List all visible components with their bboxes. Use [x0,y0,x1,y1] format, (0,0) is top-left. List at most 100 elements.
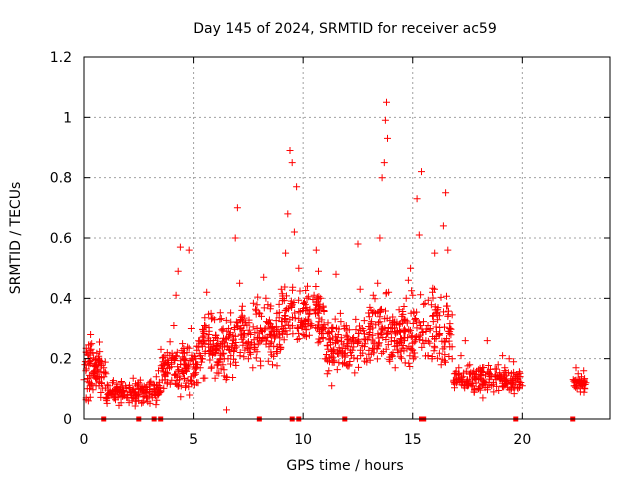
data-point [122,382,130,390]
data-point [148,391,156,399]
data-point [118,387,126,395]
data-point [244,345,252,353]
data-point [87,373,95,381]
data-point [323,370,331,378]
data-point [215,358,223,366]
data-point [89,386,97,394]
data-point [374,330,382,338]
data-point [207,364,215,372]
data-point [238,302,246,310]
data-point [290,228,298,236]
data-point [407,264,415,272]
x-tick-label: 15 [404,432,422,448]
data-point [429,312,436,320]
data-point [580,377,588,385]
data-point [382,345,390,353]
data-point [163,349,171,357]
data-point [105,389,113,397]
data-point [336,309,344,317]
data-point [486,370,493,378]
data-point [464,362,472,370]
data-point [440,308,447,316]
data-point [411,353,419,361]
data-point [303,294,311,302]
data-point [112,396,119,404]
data-point [100,364,108,372]
data-point [433,309,441,317]
data-point [257,362,265,370]
data-point [424,296,432,304]
data-point [375,334,383,342]
data-point [365,346,373,354]
data-point [320,307,328,314]
data-point [573,385,581,393]
data-point [275,300,283,308]
data-point [184,376,192,384]
data-point [168,355,176,363]
data-point [516,373,524,381]
data-point [177,393,185,401]
data-point [356,346,364,354]
data-point [343,340,351,348]
data-point [372,321,380,329]
data-point [323,342,331,350]
data-point [205,331,213,338]
data-point [499,383,507,391]
data-point [201,322,208,329]
data-point [87,345,95,353]
data-point [429,288,436,296]
data-point [406,363,414,370]
data-point [293,324,301,332]
data-point [335,359,343,367]
data-point [582,379,590,387]
data-point [444,246,452,254]
data-point [275,331,283,339]
data-point [378,349,386,357]
data-point [225,325,233,332]
data-point [179,340,187,348]
data-point [131,402,139,410]
data-point [431,303,439,311]
data-point [141,388,149,396]
data-point [297,319,305,326]
data-point [401,327,409,335]
data-point [430,342,438,350]
x-tick-label: 20 [513,432,531,448]
data-point [354,240,362,248]
data-point [247,331,255,338]
data-point [470,367,478,375]
data-point [146,379,154,387]
data-point [172,291,180,299]
data-point [427,301,435,309]
data-point [288,159,296,167]
data-point [253,301,261,309]
data-point [384,134,391,142]
data-point [260,304,268,312]
data-point [173,380,181,388]
data-point [333,366,341,374]
data-point [201,314,209,322]
data-point [351,369,359,377]
data-point [183,349,191,357]
data-point [491,365,499,373]
data-point [344,362,352,370]
data-point [325,329,333,337]
data-point [249,323,257,331]
data-point [492,376,500,384]
data-point [420,300,428,308]
data-point [416,336,424,344]
data-point [389,319,397,327]
data-point [434,316,442,324]
data-point [299,331,307,338]
data-point [331,315,339,323]
data-point [370,308,378,316]
data-point [252,307,260,315]
data-point [102,370,110,378]
data-point [286,324,294,332]
data-point [174,267,182,275]
data-point [101,358,109,366]
data-point [418,343,426,351]
data-point [580,367,588,375]
data-point [505,355,513,363]
data-point [173,373,181,381]
